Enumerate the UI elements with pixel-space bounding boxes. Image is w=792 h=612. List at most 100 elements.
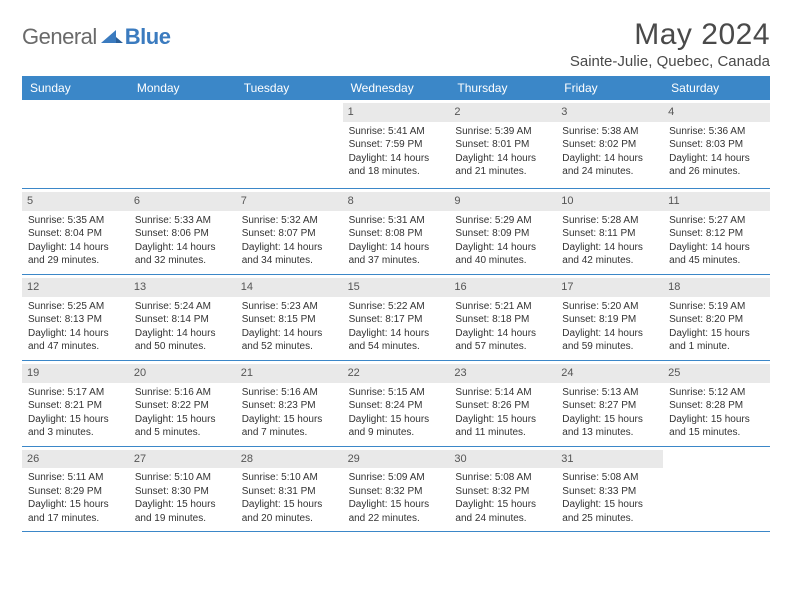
week-row: 19Sunrise: 5:17 AMSunset: 8:21 PMDayligh…	[22, 361, 770, 447]
day-cell: 26Sunrise: 5:11 AMSunset: 8:29 PMDayligh…	[22, 447, 129, 532]
sunset-text: Sunset: 8:17 PM	[349, 313, 444, 327]
day-number: 23	[449, 364, 556, 383]
day-header-cell: Friday	[556, 76, 663, 100]
day-number: 7	[236, 192, 343, 211]
day-cell: 27Sunrise: 5:10 AMSunset: 8:30 PMDayligh…	[129, 447, 236, 532]
sunset-text: Sunset: 8:22 PM	[135, 399, 230, 413]
sunrise-text: Sunrise: 5:20 AM	[562, 300, 657, 314]
day-number: 8	[343, 192, 450, 211]
sunrise-text: Sunrise: 5:24 AM	[135, 300, 230, 314]
day-cell: 5Sunrise: 5:35 AMSunset: 8:04 PMDaylight…	[22, 189, 129, 274]
day-number: 11	[663, 192, 770, 211]
daylight-text: Daylight: 14 hours and 29 minutes.	[28, 241, 123, 268]
day-cell	[663, 447, 770, 532]
day-number: 27	[129, 450, 236, 469]
calendar: SundayMondayTuesdayWednesdayThursdayFrid…	[22, 76, 770, 532]
daylight-text: Daylight: 14 hours and 54 minutes.	[349, 327, 444, 354]
day-header-cell: Saturday	[663, 76, 770, 100]
sunset-text: Sunset: 8:04 PM	[28, 227, 123, 241]
sunrise-text: Sunrise: 5:16 AM	[135, 386, 230, 400]
day-number: 30	[449, 450, 556, 469]
day-cell: 2Sunrise: 5:39 AMSunset: 8:01 PMDaylight…	[449, 100, 556, 188]
sunset-text: Sunset: 8:26 PM	[455, 399, 550, 413]
daylight-text: Daylight: 15 hours and 11 minutes.	[455, 413, 550, 440]
sunrise-text: Sunrise: 5:21 AM	[455, 300, 550, 314]
location: Sainte-Julie, Quebec, Canada	[570, 53, 770, 70]
sunset-text: Sunset: 8:07 PM	[242, 227, 337, 241]
sunset-text: Sunset: 8:32 PM	[349, 485, 444, 499]
sunrise-text: Sunrise: 5:17 AM	[28, 386, 123, 400]
daylight-text: Daylight: 14 hours and 59 minutes.	[562, 327, 657, 354]
day-cell: 30Sunrise: 5:08 AMSunset: 8:32 PMDayligh…	[449, 447, 556, 532]
sunset-text: Sunset: 8:08 PM	[349, 227, 444, 241]
day-number: 5	[22, 192, 129, 211]
daylight-text: Daylight: 15 hours and 9 minutes.	[349, 413, 444, 440]
sunrise-text: Sunrise: 5:36 AM	[669, 125, 764, 139]
sunset-text: Sunset: 7:59 PM	[349, 138, 444, 152]
daylight-text: Daylight: 14 hours and 52 minutes.	[242, 327, 337, 354]
header: General Blue May 2024 Sainte-Julie, Queb…	[22, 18, 770, 70]
sunrise-text: Sunrise: 5:08 AM	[455, 471, 550, 485]
day-cell: 12Sunrise: 5:25 AMSunset: 8:13 PMDayligh…	[22, 275, 129, 360]
sunrise-text: Sunrise: 5:39 AM	[455, 125, 550, 139]
week-row: 5Sunrise: 5:35 AMSunset: 8:04 PMDaylight…	[22, 189, 770, 275]
sunset-text: Sunset: 8:02 PM	[562, 138, 657, 152]
day-cell: 9Sunrise: 5:29 AMSunset: 8:09 PMDaylight…	[449, 189, 556, 274]
day-cell: 29Sunrise: 5:09 AMSunset: 8:32 PMDayligh…	[343, 447, 450, 532]
daylight-text: Daylight: 15 hours and 5 minutes.	[135, 413, 230, 440]
day-number: 6	[129, 192, 236, 211]
logo-text-general: General	[22, 24, 97, 50]
day-cell: 17Sunrise: 5:20 AMSunset: 8:19 PMDayligh…	[556, 275, 663, 360]
sunrise-text: Sunrise: 5:11 AM	[28, 471, 123, 485]
sunset-text: Sunset: 8:09 PM	[455, 227, 550, 241]
day-number: 16	[449, 278, 556, 297]
day-cell: 6Sunrise: 5:33 AMSunset: 8:06 PMDaylight…	[129, 189, 236, 274]
sunrise-text: Sunrise: 5:09 AM	[349, 471, 444, 485]
day-cell: 7Sunrise: 5:32 AMSunset: 8:07 PMDaylight…	[236, 189, 343, 274]
logo: General Blue	[22, 24, 170, 50]
day-cell: 20 Sunrise: 5:16 AMSunset: 8:22 PMDayligh…	[129, 361, 236, 446]
sunset-text: Sunset: 8:12 PM	[669, 227, 764, 241]
sunset-text: Sunset: 8:20 PM	[669, 313, 764, 327]
day-cell: 13Sunrise: 5:24 AMSunset: 8:14 PMDayligh…	[129, 275, 236, 360]
sunrise-text: Sunrise: 5:10 AM	[242, 471, 337, 485]
daylight-text: Daylight: 14 hours and 42 minutes.	[562, 241, 657, 268]
sunrise-text: Sunrise: 5:14 AM	[455, 386, 550, 400]
sunrise-text: Sunrise: 5:25 AM	[28, 300, 123, 314]
daylight-text: Daylight: 14 hours and 37 minutes.	[349, 241, 444, 268]
daylight-text: Daylight: 14 hours and 24 minutes.	[562, 152, 657, 179]
sunset-text: Sunset: 8:14 PM	[135, 313, 230, 327]
daylight-text: Daylight: 14 hours and 40 minutes.	[455, 241, 550, 268]
sunset-text: Sunset: 8:13 PM	[28, 313, 123, 327]
day-cell: 14Sunrise: 5:23 AMSunset: 8:15 PMDayligh…	[236, 275, 343, 360]
day-header-row: SundayMondayTuesdayWednesdayThursdayFrid…	[22, 76, 770, 100]
day-number: 18	[663, 278, 770, 297]
day-number: 1	[343, 103, 450, 122]
day-number: 29	[343, 450, 450, 469]
day-cell: 11Sunrise: 5:27 AMSunset: 8:12 PMDayligh…	[663, 189, 770, 274]
daylight-text: Daylight: 14 hours and 18 minutes.	[349, 152, 444, 179]
day-number: 12	[22, 278, 129, 297]
day-header-cell: Thursday	[449, 76, 556, 100]
week-row: 12 Sunrise: 5:25 AMSunset: 8:13 PM Dayligh…	[22, 275, 770, 361]
day-number: 20	[129, 364, 236, 383]
sunset-text: Sunset: 8:15 PM	[242, 313, 337, 327]
day-cell: 28Sunrise: 5:10 AMSunset: 8:31 PMDayligh…	[236, 447, 343, 532]
sunrise-text: Sunrise: 5:19 AM	[669, 300, 764, 314]
day-number: 13	[129, 278, 236, 297]
sunrise-text: Sunrise: 5:31 AM	[349, 214, 444, 228]
logo-triangle-icon	[101, 28, 123, 46]
sunset-text: Sunset: 8:21 PM	[28, 399, 123, 413]
sunset-text: Sunset: 8:23 PM	[242, 399, 337, 413]
sunrise-text: Sunrise: 5:38 AM	[562, 125, 657, 139]
sunset-text: Sunset: 8:28 PM	[669, 399, 764, 413]
sunset-text: Sunset: 8:24 PM	[349, 399, 444, 413]
day-number: 15	[343, 278, 450, 297]
day-number: 14	[236, 278, 343, 297]
logo-text-blue: Blue	[125, 24, 171, 50]
day-number: 2	[449, 103, 556, 122]
day-header-cell: Tuesday	[236, 76, 343, 100]
day-header-cell: Monday	[129, 76, 236, 100]
daylight-text: Daylight: 15 hours and 1 minute.	[669, 327, 764, 354]
day-number: 9	[449, 192, 556, 211]
